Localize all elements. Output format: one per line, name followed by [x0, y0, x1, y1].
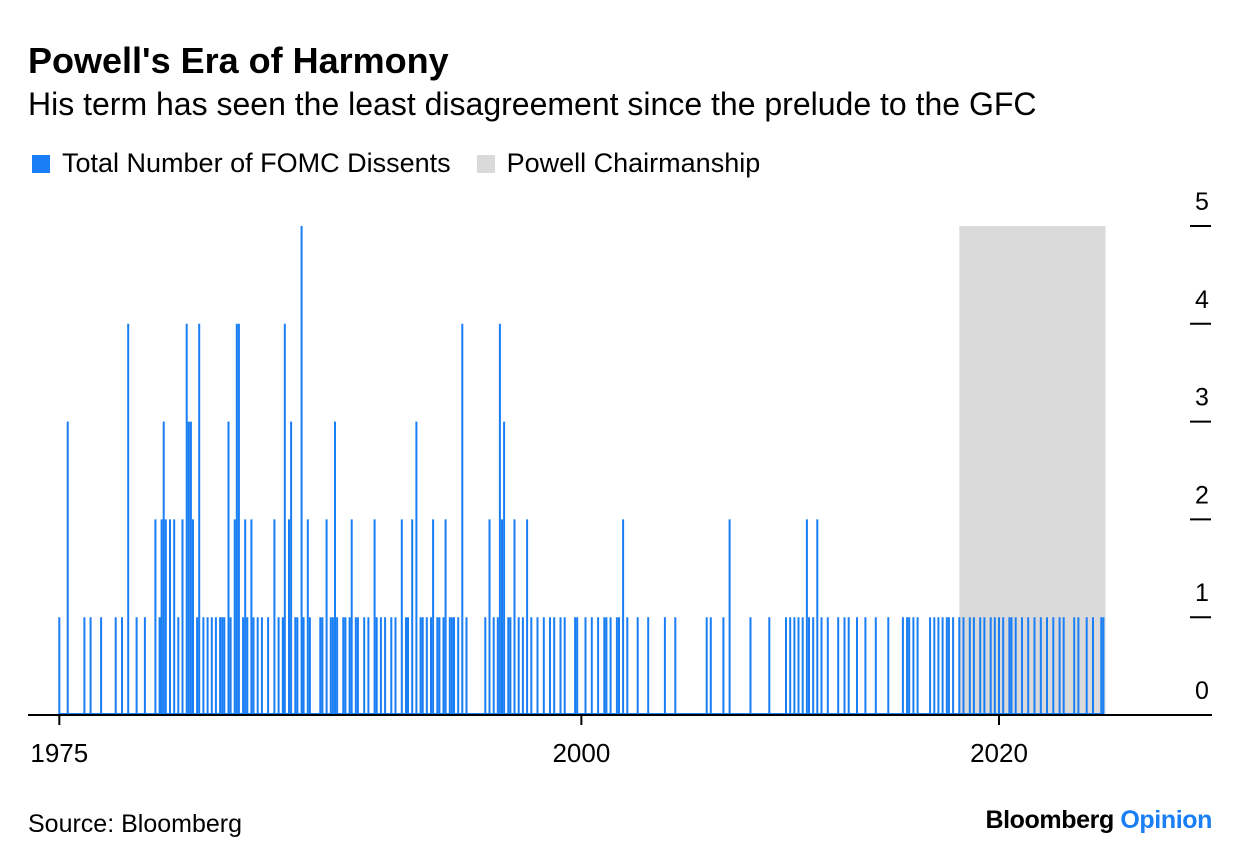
- legend-swatch-gray: [476, 154, 495, 173]
- legend-label-dissents: Total Number of FOMC Dissents: [62, 148, 451, 178]
- legend-item-dissents: Total Number of FOMC Dissents: [32, 148, 451, 179]
- brand-logo: Bloomberg Opinion: [985, 806, 1212, 835]
- legend-label-powell: Powell Chairmanship: [506, 148, 761, 178]
- y-tick-label: 4: [1195, 286, 1209, 314]
- brand-bloomberg: Bloomberg: [985, 806, 1114, 834]
- y-tick-label: 3: [1195, 384, 1209, 412]
- x-tick-label: 2020: [970, 738, 1028, 768]
- y-tick-label: 0: [1195, 677, 1209, 705]
- powell-shaded-region: [959, 226, 1106, 715]
- source-note: Source: Bloomberg: [28, 810, 243, 838]
- x-tick-label: 1975: [30, 738, 88, 768]
- legend-swatch-blue: [32, 154, 50, 173]
- dissent-bars: [58, 226, 1105, 715]
- legend-item-powell: Powell Chairmanship: [476, 148, 761, 179]
- legend: Total Number of FOMC Dissents Powell Cha…: [32, 148, 786, 179]
- brand-opinion: Opinion: [1120, 806, 1212, 834]
- chart-title: Powell's Era of Harmony: [28, 40, 449, 81]
- y-tick-label: 1: [1195, 579, 1209, 607]
- y-tick-label: 2: [1195, 481, 1209, 509]
- y-tick-label: 5: [1195, 188, 1209, 216]
- x-tick-label: 2000: [552, 738, 610, 768]
- chart-subtitle: His term has seen the least disagreement…: [28, 86, 1037, 122]
